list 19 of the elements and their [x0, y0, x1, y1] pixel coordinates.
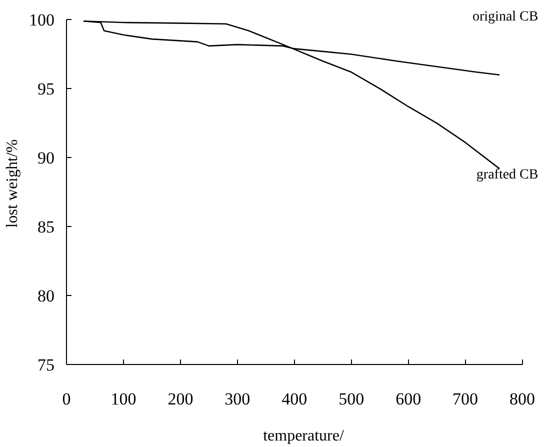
x-tick-label: 100 — [110, 390, 136, 408]
y-axis-title: lost weight/% — [4, 139, 21, 228]
x-tick-label: 600 — [396, 390, 422, 408]
x-tick-label: 700 — [452, 390, 478, 408]
x-tick-label: 400 — [282, 390, 308, 408]
y-tick-label: 90 — [38, 148, 54, 168]
y-tick-label: 85 — [38, 218, 54, 237]
x-axis-title: temperature/ — [263, 428, 344, 444]
x-tick-label: 500 — [338, 390, 364, 408]
annotation: original CB — [472, 9, 538, 24]
y-tick-label: 75 — [38, 356, 54, 374]
x-tick-label: 800 — [510, 390, 536, 408]
x-tick-label: 300 — [224, 390, 250, 408]
y-tick-label: 100 — [29, 10, 54, 30]
y-tick-label: 80 — [38, 286, 54, 306]
x-tick-label: 0 — [62, 390, 71, 408]
x-tick-label: 200 — [168, 390, 194, 408]
annotation: grafted CB — [476, 167, 538, 182]
y-tick-label: 95 — [38, 80, 54, 99]
